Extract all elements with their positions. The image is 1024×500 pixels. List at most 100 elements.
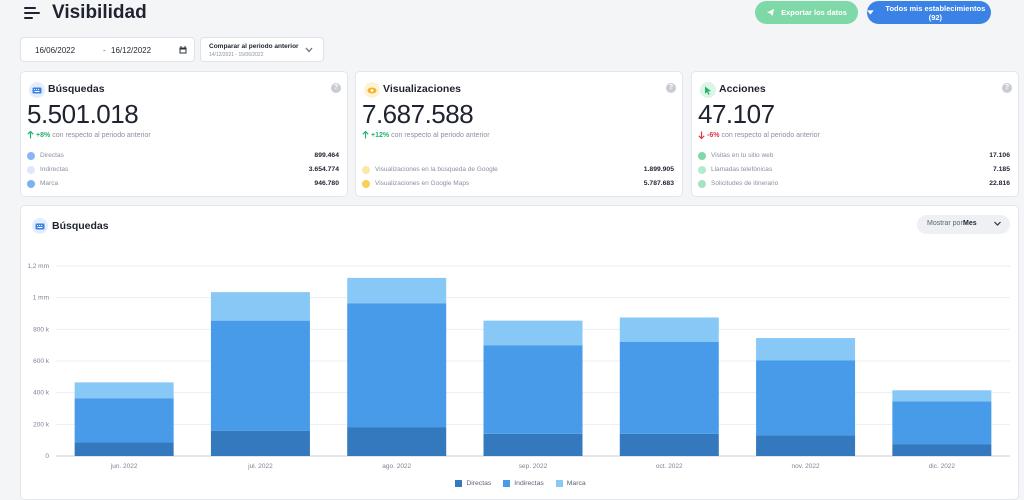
card-searches: Búsquedas ? 5.501.018 +8% con respecto a… [20,71,348,197]
bar-segment-indirectas[interactable] [74,398,174,443]
establishments-button[interactable]: Todos mis establecimientos (92) [867,1,991,24]
bar-segment-marca[interactable] [210,292,310,321]
metric-label: Solicitudes de itinerario [711,180,779,187]
y-tick-label: 400 k [33,390,50,397]
bar-segment-indirectas[interactable] [483,345,583,434]
globe-icon [698,152,706,160]
bar-segment-directas[interactable] [210,430,310,456]
x-tick-label: ago. 2022 [382,463,411,470]
bar-segment-marca[interactable] [892,390,992,402]
bar-segment-marca[interactable] [483,320,583,346]
bar-segment-directas[interactable] [756,435,856,456]
bar-segment-marca[interactable] [756,338,856,361]
legend-item-indirect[interactable]: Indirectas [503,480,544,487]
chart-legend: Directas Indirectas Marca [21,480,1020,487]
eye-icon [364,82,380,98]
chevron-down-icon [994,221,1001,226]
trend-text: con respecto al periodo anterior [52,131,151,139]
metric-value: 899.464 [314,152,339,159]
metric-value: 17.106 [989,152,1010,159]
card-value: 7.687.588 [362,99,474,129]
date-range-picker[interactable]: 16/06/2022 - 16/12/2022 [20,37,195,62]
bar-segment-marca[interactable] [619,317,719,342]
metric-value: 5.787.683 [643,180,674,187]
compare-range: 14/12/2021 - 15/06/2022 [209,52,264,58]
x-tick-label: jun. 2022 [110,463,138,470]
bar-segment-directas[interactable] [619,433,719,456]
card-title: Visualizaciones [383,83,462,95]
metric-row-direct: Directas 899.464 [27,152,339,162]
metric-label: Llamadas telefónicas [711,166,773,173]
phone-icon [698,166,706,174]
metric-value: 3.654.774 [308,166,339,173]
bar-segment-directas[interactable] [74,442,174,456]
bar-segment-marca[interactable] [347,277,447,304]
legend-swatch [555,480,563,487]
searches-chart-card: Búsquedas Mostrar por: Mes 0 200 k 400 k 60… [20,205,1019,500]
card-title: Acciones [719,83,766,95]
help-icon[interactable]: ? [666,83,676,93]
bar-segment-indirectas[interactable] [347,303,447,428]
trend-text: con respecto al periodo anterior [391,131,490,139]
legend-item-direct[interactable]: Directas [455,480,491,487]
metric-row-search-views: Visualizaciones en la búsqueda de Google… [362,166,674,176]
legend-swatch [503,480,511,487]
y-tick-label: 1,2 mm [27,263,49,270]
date-separator: - [103,46,106,55]
help-icon[interactable]: ? [1002,83,1012,93]
trend-percent: -6% [707,131,720,139]
metric-label: Visualizaciones en la búsqueda de Google [375,166,498,173]
export-button[interactable]: Exportar los datos [755,1,858,24]
metric-label: Marca [40,180,59,187]
metric-value: 1.899.905 [643,166,674,173]
metric-row-calls: Llamadas telefónicas 7.185 [698,166,1010,176]
calendar-icon[interactable] [179,46,187,54]
arrow-up-icon [27,131,34,139]
metric-label: Indirectas [40,166,69,173]
card-trend: +12% con respecto al periodo anterior [362,131,490,139]
search-icon [362,166,370,174]
metric-label: Visitas en tu sitio web [711,152,774,159]
metric-label: Directas [40,152,64,159]
arrow-down-icon [698,131,705,139]
bar-segment-indirectas[interactable] [619,342,719,434]
metric-row-brand: Marca 946.780 [27,180,339,190]
show-by-value: Mes [963,220,977,227]
metric-row-directions: Solicitudes de itinerario 22.816 [698,180,1010,190]
metric-value: 22.816 [989,180,1010,187]
bar-segment-directas[interactable] [483,433,583,456]
bar-segment-indirectas[interactable] [756,360,856,436]
keyboard-icon [29,82,45,98]
legend-item-brand[interactable]: Marca [555,480,586,487]
caret-down-icon [867,10,874,15]
keyboard-icon [32,218,48,234]
y-tick-label: 1 mm [33,295,49,302]
chevron-down-icon [305,47,313,53]
arrow-up-icon [362,131,369,139]
date-from[interactable]: 16/06/2022 [35,46,76,55]
metric-row-indirect: Indirectas 3.654.774 [27,166,339,176]
establishments-button-label: Todos mis establecimientos (92) [885,3,986,22]
help-icon[interactable]: ? [331,83,341,93]
bar-segment-directas[interactable] [347,427,447,457]
bar-segment-marca[interactable] [74,382,174,399]
menu-icon[interactable] [24,7,40,19]
trend-text: con respecto al periodo anterior [721,131,820,139]
bar-segment-directas[interactable] [892,444,992,456]
map-pin-icon [362,180,370,188]
date-to[interactable]: 16/12/2022 [111,46,152,55]
legend-label: Indirectas [514,480,544,487]
send-icon [766,8,775,17]
trend-percent: +12% [371,131,390,139]
x-tick-label: dic. 2022 [929,463,956,470]
show-by-label: Mostrar por: [927,220,965,227]
legend-label: Marca [566,480,586,487]
legend-swatch [455,480,463,487]
card-trend: +8% con respecto al periodo anterior [27,131,151,139]
bar-segment-indirectas[interactable] [210,320,310,431]
stacked-bar-chart: 0 200 k 400 k 600 k 800 k 1 mm 1,2 mm jun. 2022… [27,263,1010,470]
show-by-select[interactable]: Mostrar por: Mes [917,215,1010,234]
y-tick-label: 0 [45,453,49,460]
compare-period-select[interactable]: Comparar al periodo anterior 14/12/2021 … [200,37,324,62]
bar-segment-indirectas[interactable] [892,401,992,445]
